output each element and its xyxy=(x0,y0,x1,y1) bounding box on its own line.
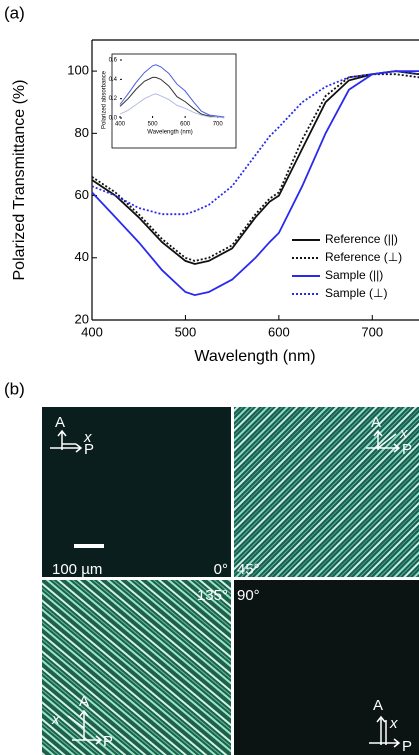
legend-label: Sample (||) xyxy=(325,268,383,282)
inset-x-tick-label: 400 xyxy=(115,122,126,128)
series-line xyxy=(91,70,419,265)
axis-label: x xyxy=(399,425,408,442)
inset-y-label: Polarized absorbance xyxy=(102,70,108,129)
polarizer-axes xyxy=(50,429,401,748)
inset-y-tick-label: 0.6 xyxy=(109,58,118,64)
micrograph xyxy=(42,580,231,755)
angle-label: 90° xyxy=(237,587,260,604)
y-tick-label: 20 xyxy=(75,311,89,326)
x-tick-label: 600 xyxy=(268,324,290,339)
axis-label: x xyxy=(83,429,92,446)
analyzer-label: A xyxy=(55,414,65,431)
inset-x-label: Wavelength (nm) xyxy=(147,130,192,136)
y-axis-label: Polarized Transmittance (%) xyxy=(11,80,28,281)
legend-label: Reference (⊥) xyxy=(325,250,402,264)
x-tick-label: 500 xyxy=(175,324,197,339)
x-axis-label: Wavelength (nm) xyxy=(194,348,315,365)
panel-label: (b) xyxy=(4,379,25,398)
y-tick-label: 100 xyxy=(67,63,89,78)
inset-frame xyxy=(111,53,237,149)
inset-series-line xyxy=(119,64,225,118)
polarizer-label: P xyxy=(103,733,113,750)
inset-x-tick-label: 500 xyxy=(148,122,159,128)
micrograph xyxy=(234,580,419,755)
x-tick-label: 400 xyxy=(81,324,103,339)
y-tick-label: 80 xyxy=(75,125,89,140)
axis-label: x xyxy=(51,711,60,728)
y-tick-label: 60 xyxy=(75,187,89,202)
axis-label: x xyxy=(389,715,398,732)
inset-x-tick-label: 600 xyxy=(180,122,191,128)
legend-label: Sample (⊥) xyxy=(325,286,387,300)
analyzer-label: A xyxy=(373,697,383,714)
scale-bar-label: 100 µm xyxy=(52,561,102,578)
inset-y-tick-label: 0.0 xyxy=(109,116,118,122)
angle-label: 45° xyxy=(237,561,260,578)
x-tick-label: 700 xyxy=(361,324,383,339)
angle-label: 0° xyxy=(214,561,228,578)
analyzer-label: A xyxy=(79,693,89,710)
angle-label: 135° xyxy=(197,587,228,604)
inset-x-tick-label: 700 xyxy=(213,122,224,128)
polarizer-label: P xyxy=(402,441,412,458)
inset-series-line xyxy=(119,93,225,119)
micrograph xyxy=(42,407,231,577)
polarizer-label: P xyxy=(402,738,412,755)
inset-y-tick-label: 0.2 xyxy=(109,96,118,102)
series-line xyxy=(91,70,419,216)
analyzer-label: A xyxy=(371,414,381,431)
micrograph xyxy=(234,407,419,577)
series-line xyxy=(91,70,419,297)
polarizer-label: P xyxy=(84,441,94,458)
panel-label: (a) xyxy=(4,3,25,22)
inset-series-line xyxy=(119,76,225,118)
legend-label: Reference (||) xyxy=(325,232,398,246)
y-tick-label: 40 xyxy=(75,249,89,264)
inset-y-tick-label: 0.4 xyxy=(109,77,118,83)
series-line xyxy=(91,73,419,262)
